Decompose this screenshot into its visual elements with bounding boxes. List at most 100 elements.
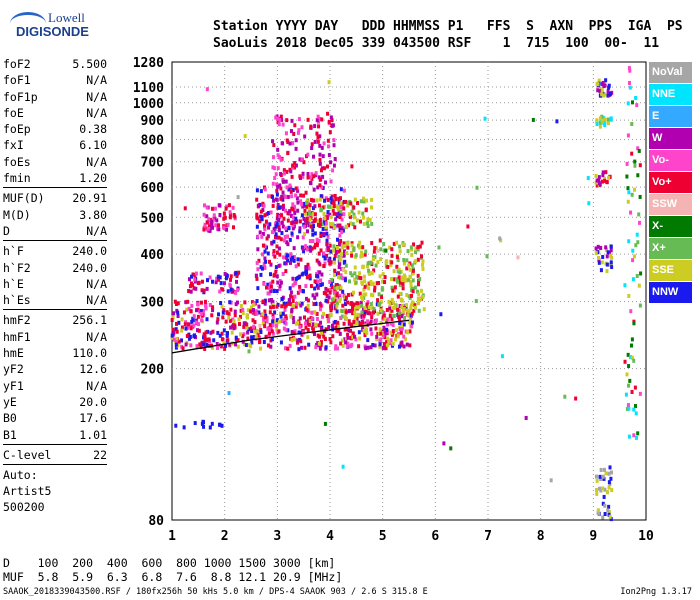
echo-point <box>298 330 302 335</box>
echo-point <box>343 327 347 332</box>
param-label: h`F <box>3 244 24 259</box>
echo-point <box>297 275 301 280</box>
echo-point <box>275 188 279 193</box>
echo-point <box>236 288 240 293</box>
echo-point <box>397 311 401 316</box>
param-row: foEs N/A <box>3 154 107 170</box>
echo-point <box>407 263 411 268</box>
echo-point <box>311 228 315 233</box>
echo-point <box>317 238 321 243</box>
echo-point <box>398 270 402 275</box>
echo-point <box>271 252 275 257</box>
echo-point <box>606 508 610 513</box>
echo-point <box>184 320 188 325</box>
echo-point <box>340 217 344 222</box>
echo-point <box>280 304 284 309</box>
echo-point <box>242 342 246 347</box>
echo-point <box>634 435 638 440</box>
echo-point <box>370 241 374 246</box>
echo-point <box>219 281 223 286</box>
echo-point <box>416 257 420 262</box>
echo-point <box>358 336 362 341</box>
echo-point <box>243 300 247 305</box>
echo-point <box>276 280 280 285</box>
echo-point <box>329 179 333 184</box>
echo-point <box>606 121 610 126</box>
echo-point <box>300 157 304 162</box>
echo-point <box>300 332 304 337</box>
echo-point <box>397 267 401 272</box>
echo-point <box>340 244 344 249</box>
echo-point <box>312 302 316 307</box>
echo-point <box>315 243 319 248</box>
echo-point <box>601 254 605 259</box>
echo-point <box>372 306 376 311</box>
echo-point <box>630 355 634 360</box>
echo-point <box>315 311 319 316</box>
echo-point <box>328 290 332 295</box>
echo-point <box>321 227 325 232</box>
echo-point <box>314 242 318 247</box>
echo-point <box>311 224 315 229</box>
echo-point <box>400 323 404 328</box>
echo-point <box>296 235 300 240</box>
echo-point <box>313 217 317 222</box>
echo-point <box>329 340 333 345</box>
echo-point <box>306 262 310 267</box>
echo-point <box>243 134 247 139</box>
echo-point <box>303 134 307 139</box>
echo-point <box>285 185 289 190</box>
echo-point <box>380 287 384 292</box>
echo-point <box>282 216 286 221</box>
echo-point <box>603 487 607 492</box>
echo-point <box>284 131 288 136</box>
echo-point <box>234 342 238 347</box>
echo-point <box>317 124 321 129</box>
echo-point <box>278 311 282 316</box>
echo-point <box>347 319 351 324</box>
echo-point <box>299 193 303 198</box>
echo-point <box>355 301 359 306</box>
echo-point <box>398 326 402 331</box>
echo-point <box>364 321 368 326</box>
echo-point <box>633 163 637 168</box>
echo-point <box>341 267 345 272</box>
echo-point <box>348 279 352 284</box>
echo-point <box>368 321 372 326</box>
echo-point <box>194 286 198 291</box>
echo-point <box>341 343 345 348</box>
echo-point <box>332 273 336 278</box>
echo-point <box>272 227 276 232</box>
echo-point <box>353 310 357 315</box>
echo-point <box>205 286 209 291</box>
echo-point <box>359 219 363 224</box>
echo-point <box>400 314 404 319</box>
echo-point <box>210 225 214 230</box>
echo-point <box>278 183 282 188</box>
echo-point <box>199 271 203 276</box>
echo-point <box>410 300 414 305</box>
echo-point <box>261 321 265 326</box>
echo-point <box>281 122 285 127</box>
echo-point <box>349 328 353 333</box>
echo-point <box>337 327 341 332</box>
echo-point <box>389 276 393 281</box>
echo-point <box>373 288 377 293</box>
echo-point <box>295 338 299 343</box>
echo-point <box>285 255 289 260</box>
echo-point <box>266 251 270 256</box>
echo-point <box>259 189 263 194</box>
autoscale-info: 500200 <box>3 500 45 515</box>
echo-point <box>289 189 293 194</box>
echo-point <box>347 321 351 326</box>
echo-point <box>335 293 339 298</box>
echo-point <box>339 273 343 278</box>
echo-point <box>339 341 343 346</box>
echo-point <box>316 135 320 140</box>
y-tick-label: 500 <box>141 211 165 226</box>
echo-point <box>260 266 264 271</box>
echo-point <box>353 306 357 311</box>
echo-point <box>316 218 320 223</box>
echo-point <box>598 124 602 129</box>
echo-point <box>302 160 306 165</box>
